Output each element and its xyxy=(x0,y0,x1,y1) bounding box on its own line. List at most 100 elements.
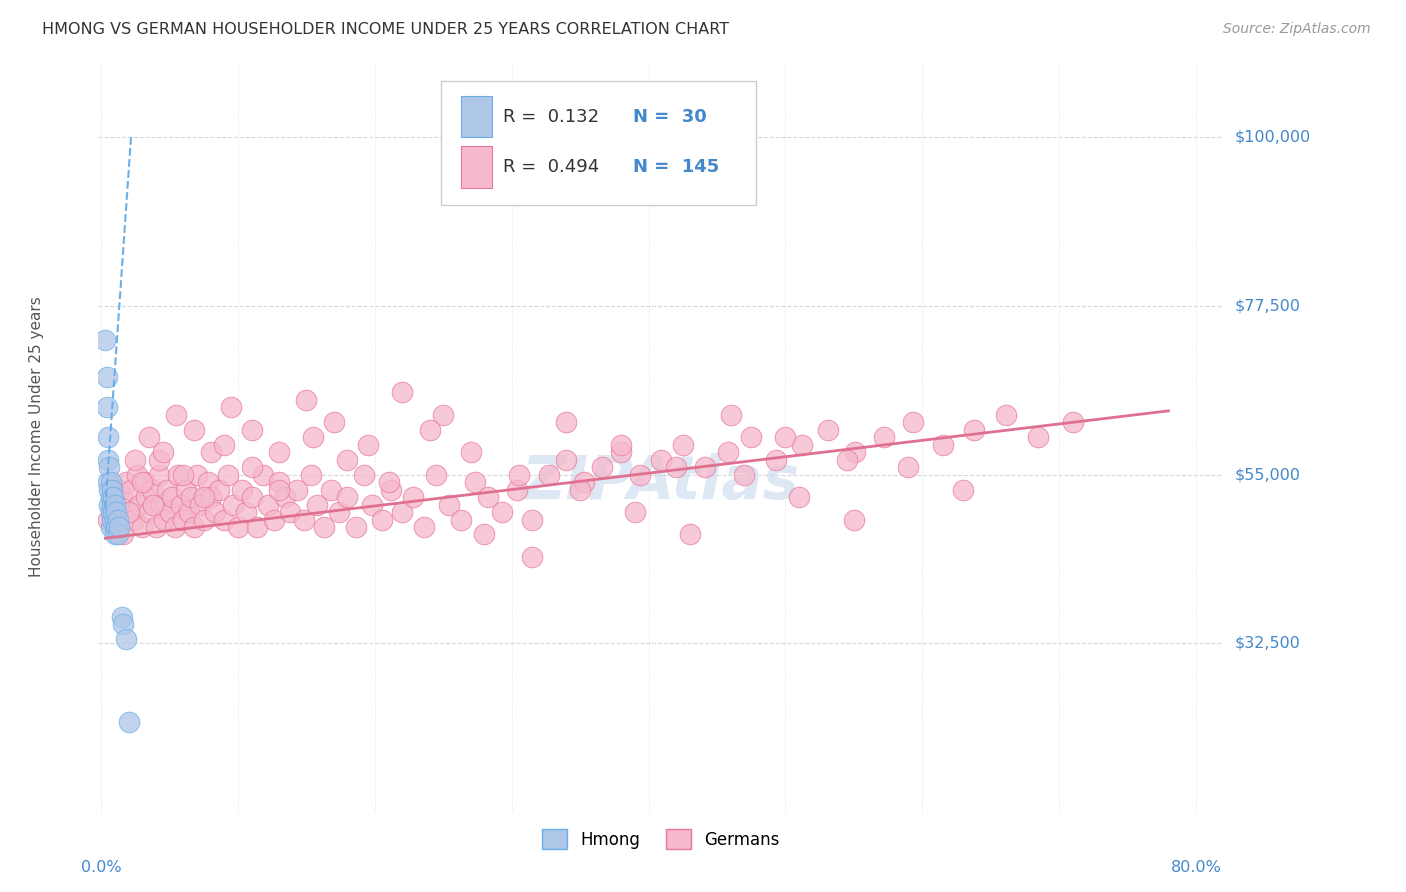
Point xyxy=(97,452,120,467)
Point xyxy=(101,498,124,512)
Text: N =  145: N = 145 xyxy=(633,159,718,177)
Point xyxy=(610,437,633,451)
Point xyxy=(817,423,839,437)
Point xyxy=(267,483,290,497)
Point xyxy=(188,498,211,512)
Point xyxy=(153,512,176,526)
Point xyxy=(204,505,226,519)
Point xyxy=(569,483,592,497)
Point xyxy=(131,475,153,489)
Point xyxy=(693,460,716,475)
Point xyxy=(125,467,148,482)
Point xyxy=(100,490,122,504)
Point xyxy=(117,505,139,519)
Point xyxy=(361,498,384,512)
Point xyxy=(100,505,122,519)
Point xyxy=(292,512,315,526)
Point xyxy=(344,520,367,534)
Point xyxy=(107,527,129,541)
Point xyxy=(370,512,392,526)
Point xyxy=(844,445,866,459)
FancyBboxPatch shape xyxy=(461,146,492,187)
Point xyxy=(336,490,359,504)
Point xyxy=(138,430,160,444)
Point xyxy=(94,333,117,347)
Point xyxy=(678,527,700,541)
Point xyxy=(402,490,425,504)
Point xyxy=(150,498,173,512)
Point xyxy=(460,445,482,459)
Point xyxy=(172,512,194,526)
Point xyxy=(650,452,672,467)
Point xyxy=(111,610,134,624)
Point xyxy=(624,505,647,519)
Point xyxy=(328,505,350,519)
Text: $55,000: $55,000 xyxy=(1234,467,1301,482)
Point xyxy=(98,460,121,475)
Point xyxy=(104,512,127,526)
Point xyxy=(96,370,118,384)
Point xyxy=(169,498,191,512)
Point xyxy=(901,415,924,429)
Point xyxy=(775,430,797,444)
Point xyxy=(97,475,120,489)
Point xyxy=(174,483,197,497)
Point xyxy=(98,498,121,512)
Point xyxy=(537,467,560,482)
Point xyxy=(104,498,127,512)
Point xyxy=(252,467,274,482)
Point xyxy=(107,512,129,526)
Point xyxy=(240,423,263,437)
Text: 80.0%: 80.0% xyxy=(1170,861,1222,875)
Text: $100,000: $100,000 xyxy=(1234,130,1310,145)
Point xyxy=(555,452,578,467)
Point xyxy=(963,423,986,437)
Point xyxy=(214,512,236,526)
Point xyxy=(391,505,413,519)
Point xyxy=(437,498,460,512)
Text: HMONG VS GERMAN HOUSEHOLDER INCOME UNDER 25 YEARS CORRELATION CHART: HMONG VS GERMAN HOUSEHOLDER INCOME UNDER… xyxy=(42,22,730,37)
Point xyxy=(214,437,236,451)
Text: Source: ZipAtlas.com: Source: ZipAtlas.com xyxy=(1223,22,1371,37)
Text: $32,500: $32,500 xyxy=(1234,636,1301,650)
Point xyxy=(413,520,436,534)
Point xyxy=(219,400,242,414)
Point xyxy=(103,505,125,519)
Point xyxy=(145,520,167,534)
Text: $77,500: $77,500 xyxy=(1234,299,1301,313)
Point xyxy=(101,512,124,526)
Point xyxy=(790,437,813,451)
Point xyxy=(103,490,125,504)
Point xyxy=(267,445,290,459)
Point xyxy=(193,490,215,504)
Point xyxy=(931,437,953,451)
Point xyxy=(491,505,513,519)
Point xyxy=(522,512,544,526)
Point xyxy=(172,467,194,482)
Point xyxy=(112,527,135,541)
Point xyxy=(873,430,896,444)
Point xyxy=(152,445,174,459)
Point xyxy=(377,475,399,489)
Point xyxy=(104,527,127,541)
Point xyxy=(267,475,290,489)
Point xyxy=(114,475,136,489)
Point xyxy=(319,483,342,497)
Point xyxy=(322,415,344,429)
Point xyxy=(257,498,280,512)
Point xyxy=(506,483,529,497)
Point xyxy=(177,505,200,519)
Point xyxy=(240,490,263,504)
Point xyxy=(952,483,974,497)
Point xyxy=(357,437,380,451)
Point xyxy=(425,467,447,482)
Point xyxy=(104,520,127,534)
Point xyxy=(97,512,120,526)
Point xyxy=(835,452,858,467)
Point xyxy=(200,490,222,504)
Legend: Hmong, Germans: Hmong, Germans xyxy=(536,822,786,855)
Point xyxy=(285,483,308,497)
Point xyxy=(208,483,231,497)
Point xyxy=(101,498,124,512)
Point xyxy=(302,430,325,444)
